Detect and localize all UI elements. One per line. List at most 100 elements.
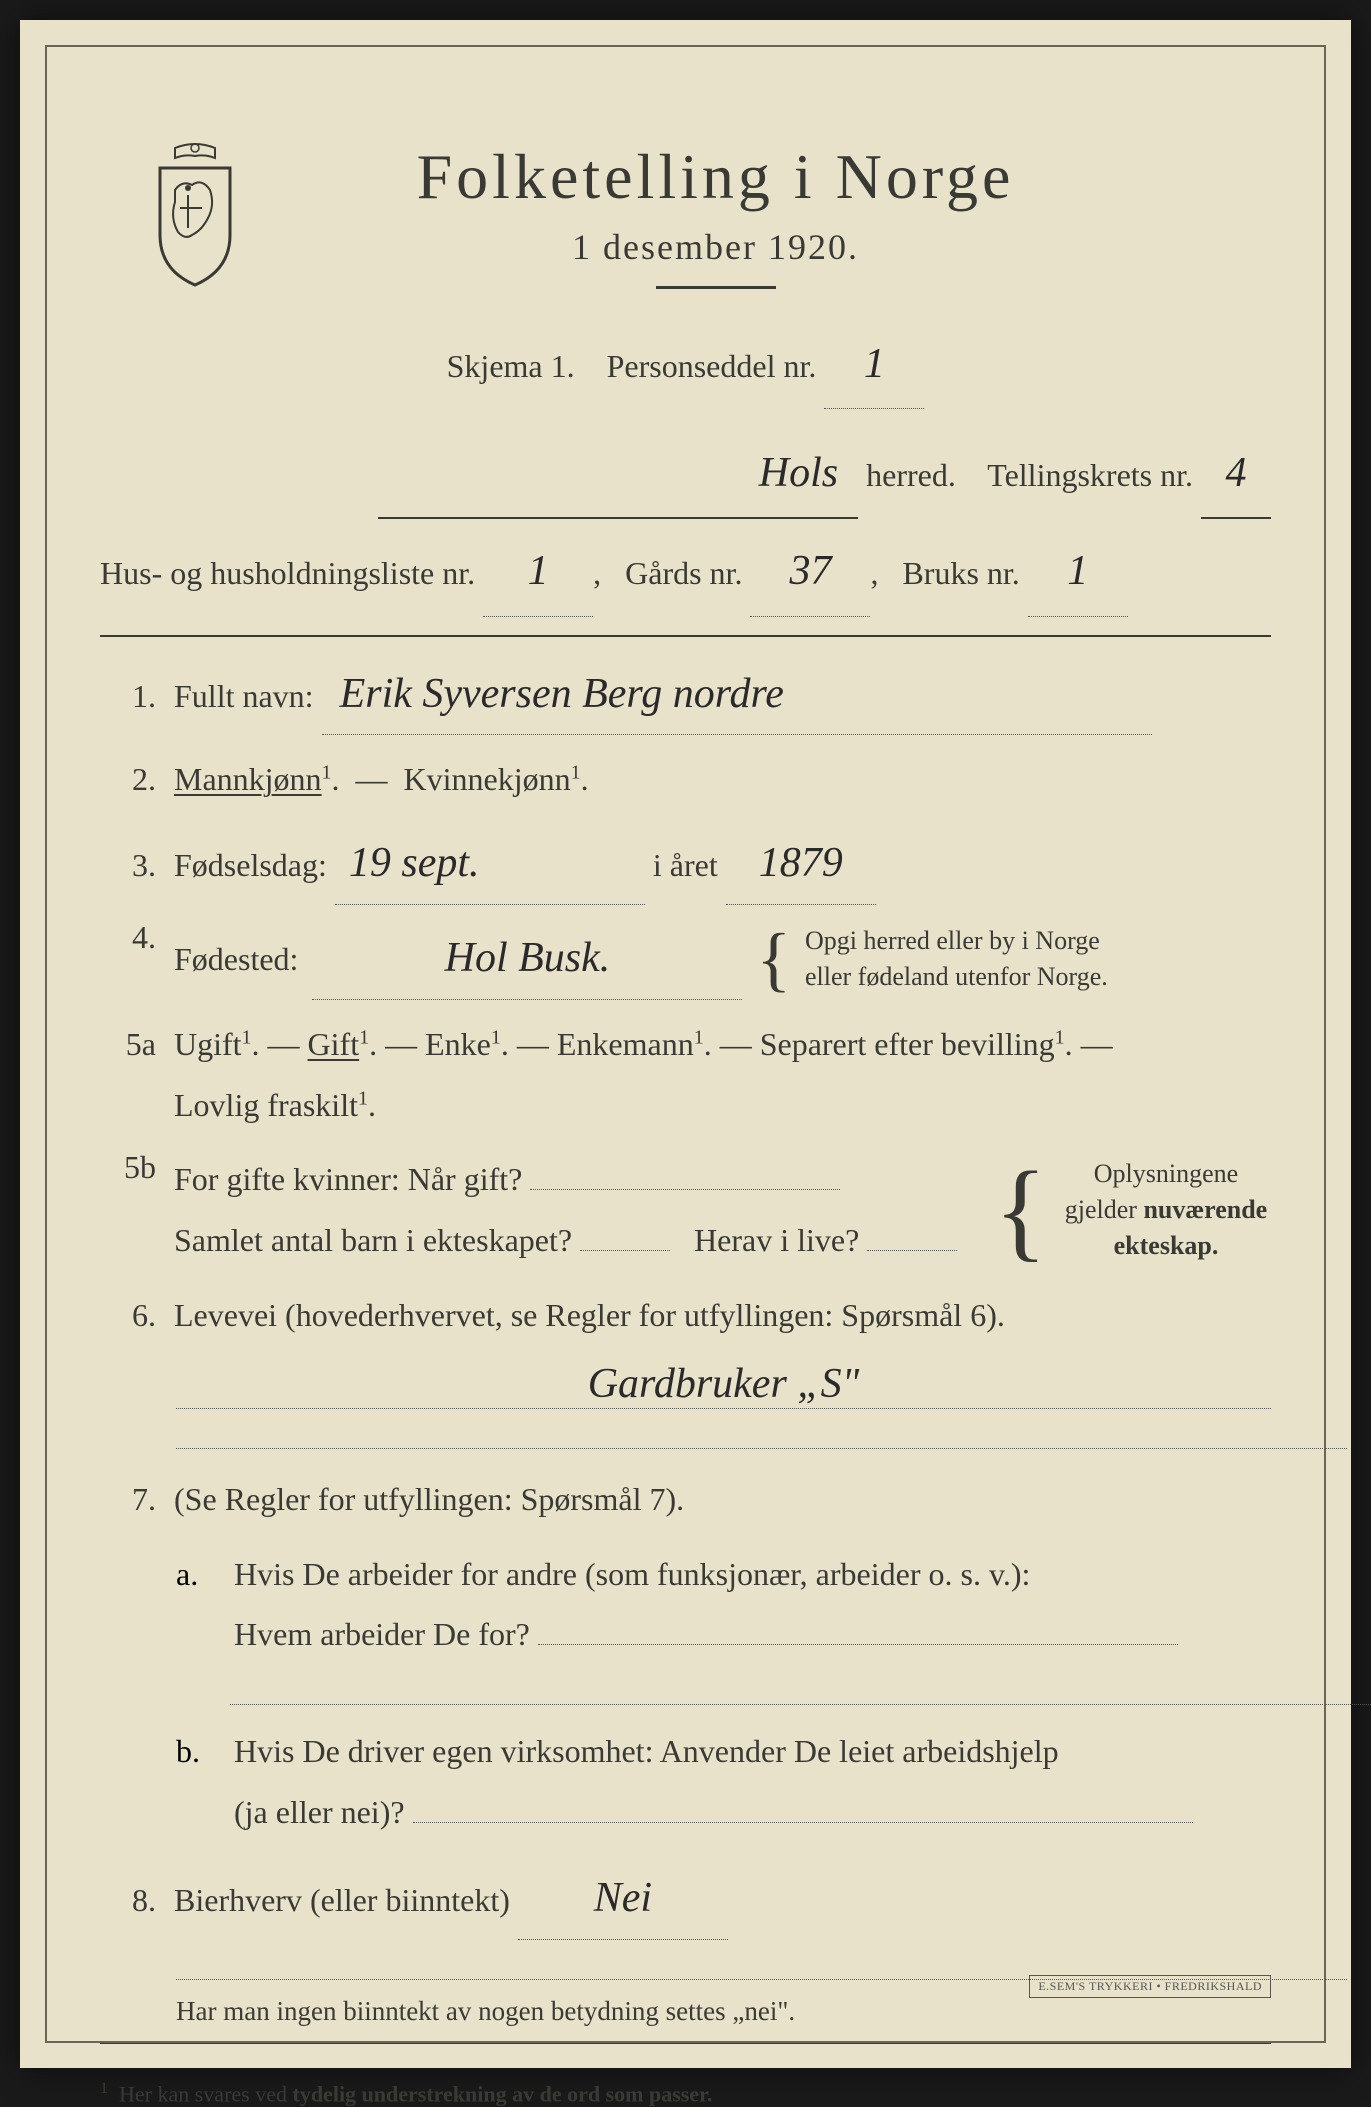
gards-nr: 37: [750, 527, 870, 616]
subtitle: 1 desember 1920.: [280, 226, 1151, 268]
divider-bottom: [100, 2041, 1271, 2044]
q5b-row: 5b For gifte kvinner: Når gift? Samlet a…: [100, 1149, 1271, 1271]
q5a-ugift: Ugift: [174, 1026, 242, 1062]
skjema-line: Skjema 1. Personseddel nr. 1: [100, 320, 1271, 409]
q4-label: Fødested:: [174, 929, 298, 990]
q5b-live: Herav i live?: [694, 1222, 859, 1258]
q2-row: 2. Mannkjønn1. — Kvinnekjønn1.: [100, 749, 1271, 810]
q6-num: 6.: [100, 1297, 156, 1334]
q2-num: 2.: [100, 761, 156, 798]
hus-label: Hus- og husholdningsliste nr.: [100, 555, 475, 591]
q2-body: Mannkjønn1. — Kvinnekjønn1.: [174, 749, 1271, 810]
divider-1: [100, 635, 1271, 637]
q6-row: 6. Levevei (hovederhvervet, se Regler fo…: [100, 1285, 1271, 1346]
q5b-note1: Oplysningene: [1061, 1156, 1271, 1192]
q8-label: Bierhverv (eller biinntekt): [174, 1882, 510, 1918]
q5b-gift-field: [530, 1189, 840, 1190]
q1-value: Erik Syversen Berg nordre: [322, 655, 1152, 736]
q6-body: Levevei (hovederhvervet, se Regler for u…: [174, 1285, 1271, 1346]
q7a-field: [538, 1644, 1178, 1645]
q7-body: (Se Regler for utfyllingen: Spørsmål 7).: [174, 1469, 1271, 1530]
q2-sup2: 1: [571, 762, 581, 784]
personseddel-nr: 1: [824, 320, 924, 409]
q5b-num: 5b: [100, 1149, 156, 1186]
q4-brace-icon: {: [756, 931, 791, 989]
census-form-page: Folketelling i Norge 1 desember 1920. Sk…: [20, 20, 1351, 2068]
q3-year: 1879: [726, 824, 876, 905]
q7a-sub: Hvem arbeider De for?: [234, 1616, 530, 1652]
q2-mann: Mannkjønn: [174, 761, 322, 797]
q5a-enkemann: Enkemann: [557, 1026, 694, 1062]
q5a-num: 5a: [100, 1026, 156, 1063]
q3-yearlabel: i året: [653, 847, 718, 883]
bruks-nr: 1: [1028, 527, 1128, 616]
main-title: Folketelling i Norge: [280, 140, 1151, 214]
q5b-brace-icon: {: [994, 1166, 1047, 1254]
q3-label: Fødselsdag:: [174, 847, 327, 883]
q7b-label: Hvis De driver egen virksomhet: Anvender…: [234, 1733, 1059, 1769]
q4-row: 4. Fødested: Hol Busk. { Opgi herred ell…: [100, 919, 1271, 1000]
q7a-blank: [230, 1679, 1371, 1705]
q5b-barn: Samlet antal barn i ekteskapet?: [174, 1222, 572, 1258]
title-block: Folketelling i Norge 1 desember 1920.: [280, 140, 1271, 289]
q8-value: Nei: [518, 1859, 728, 1940]
q5b-body: For gifte kvinner: Når gift? Samlet anta…: [174, 1149, 1271, 1271]
printer-mark: E.SEM'S TRYKKERI • FREDRIKSHALD: [1029, 1975, 1271, 1998]
q7b-num: b.: [176, 1733, 216, 1770]
footnote-1: 1 Her kan svares ved tydelig understrekn…: [100, 2068, 1271, 2107]
footnote-num: 1: [100, 2080, 108, 2097]
q7a-label: Hvis De arbeider for andre (som funksjon…: [234, 1556, 1030, 1592]
norway-coat-of-arms-svg: [140, 140, 250, 290]
q7-label: (Se Regler for utfyllingen: Spørsmål 7).: [174, 1481, 684, 1517]
q8-num: 8.: [100, 1882, 156, 1919]
q7-num: 7.: [100, 1481, 156, 1518]
q5b-note: Oplysningene gjelder nuværende ekteskap.: [1061, 1156, 1271, 1265]
title-underline: [656, 286, 776, 289]
q4-note1: Opgi herred eller by i Norge: [805, 923, 1108, 959]
q7b-field: [413, 1822, 1193, 1823]
q6-label: Levevei (hovederhvervet, se Regler for u…: [174, 1297, 1005, 1333]
q6-value: Gardbruker „S": [588, 1361, 860, 1407]
tellingskrets-nr: 4: [1201, 429, 1271, 519]
herred-value: Hols: [378, 429, 858, 519]
hus-nr: 1: [483, 527, 593, 616]
q7a-body: Hvis De arbeider for andre (som funksjon…: [234, 1544, 1271, 1666]
q7b-row: b. Hvis De driver egen virksomhet: Anven…: [176, 1721, 1271, 1843]
q5b-barn-field: [580, 1250, 670, 1251]
q5b-note3: ekteskap.: [1061, 1228, 1271, 1264]
header: Folketelling i Norge 1 desember 1920.: [100, 140, 1271, 290]
q1-body: Fullt navn: Erik Syversen Berg nordre: [174, 655, 1271, 736]
q5a-gift: Gift: [308, 1026, 360, 1062]
q1-num: 1.: [100, 678, 156, 715]
q2-sup1: 1: [322, 762, 332, 784]
skjema-label: Skjema 1.: [447, 348, 575, 384]
q7b-sub: (ja eller nei)?: [234, 1794, 405, 1830]
q8-row: 8. Bierhverv (eller biinntekt) Nei: [100, 1859, 1271, 1940]
q3-day: 19 sept.: [335, 824, 645, 905]
q3-num: 3.: [100, 847, 156, 884]
q3-body: Fødselsdag: 19 sept. i året 1879: [174, 824, 1271, 905]
hus-line: Hus- og husholdningsliste nr. 1, Gårds n…: [100, 527, 1271, 616]
bruks-label: Bruks nr.: [902, 555, 1019, 591]
personseddel-label: Personseddel nr.: [607, 348, 817, 384]
q5a-row: 5a Ugift1. — Gift1. — Enke1. — Enkemann1…: [100, 1014, 1271, 1136]
q4-body: Fødested: Hol Busk. { Opgi herred eller …: [174, 919, 1271, 1000]
q7a-num: a.: [176, 1556, 216, 1593]
q3-row: 3. Fødselsdag: 19 sept. i året 1879: [100, 824, 1271, 905]
gards-label: Gårds nr.: [625, 555, 742, 591]
q5a-enke: Enke: [425, 1026, 491, 1062]
q1-label: Fullt navn:: [174, 678, 314, 714]
q8-body: Bierhverv (eller biinntekt) Nei: [174, 1859, 1271, 1940]
q5b-label: For gifte kvinner: Når gift?: [174, 1161, 522, 1197]
q5b-note2: gjelder nuværende: [1061, 1192, 1271, 1228]
q5a-lovlig: Lovlig fraskilt: [174, 1087, 358, 1123]
q4-value: Hol Busk.: [312, 919, 742, 1000]
q4-note2: eller fødeland utenfor Norge.: [805, 959, 1108, 995]
herred-label: herred.: [866, 457, 956, 493]
q7b-body: Hvis De driver egen virksomhet: Anvender…: [234, 1721, 1271, 1843]
q7-row: 7. (Se Regler for utfyllingen: Spørsmål …: [100, 1469, 1271, 1530]
q5b-live-field: [867, 1250, 957, 1251]
tellingskrets-label: Tellingskrets nr.: [987, 457, 1193, 493]
q6-blank-line: [176, 1423, 1347, 1449]
q4-note: Opgi herred eller by i Norge eller fødel…: [805, 923, 1108, 996]
